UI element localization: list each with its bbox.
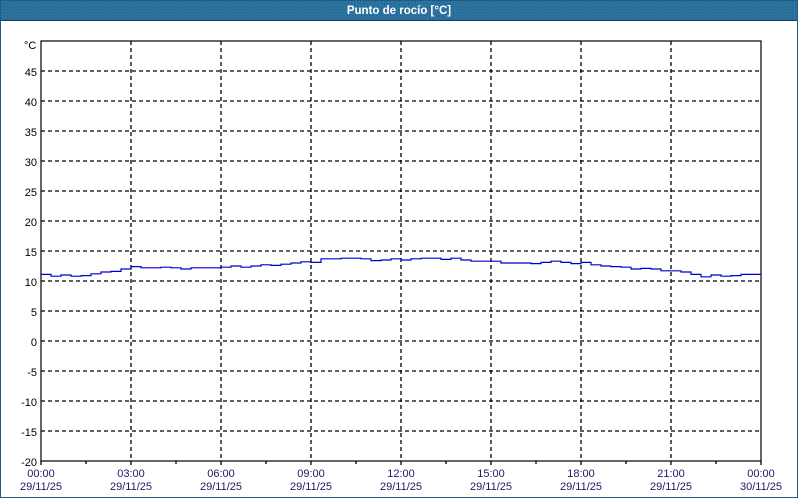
svg-text:18:00: 18:00 [567,468,595,480]
svg-text:5: 5 [31,307,37,319]
svg-text:20: 20 [25,217,37,229]
svg-text:30: 30 [25,157,37,169]
svg-text:15:00: 15:00 [477,468,505,480]
svg-text:03:00: 03:00 [117,468,145,480]
svg-text:°C: °C [24,40,36,52]
svg-text:35: 35 [25,127,37,139]
svg-text:00:00: 00:00 [747,468,775,480]
svg-text:-15: -15 [21,427,37,439]
svg-text:25: 25 [25,187,37,199]
svg-text:29/11/25: 29/11/25 [110,481,152,493]
svg-text:15: 15 [25,247,37,259]
svg-text:29/11/25: 29/11/25 [470,481,512,493]
svg-text:0: 0 [31,337,37,349]
svg-text:29/11/25: 29/11/25 [200,481,242,493]
svg-text:00:00: 00:00 [27,468,55,480]
svg-text:06:00: 06:00 [207,468,235,480]
svg-text:30/11/25: 30/11/25 [740,481,782,493]
svg-text:45: 45 [25,67,37,79]
svg-text:-5: -5 [27,367,37,379]
svg-text:40: 40 [25,97,37,109]
svg-text:21:00: 21:00 [657,468,685,480]
svg-text:12:00: 12:00 [387,468,415,480]
svg-text:29/11/25: 29/11/25 [290,481,332,493]
svg-text:29/11/25: 29/11/25 [380,481,422,493]
svg-text:-10: -10 [21,397,37,409]
svg-text:09:00: 09:00 [297,468,325,480]
svg-text:10: 10 [25,277,37,289]
svg-text:29/11/25: 29/11/25 [20,481,62,493]
svg-text:29/11/25: 29/11/25 [560,481,602,493]
svg-text:29/11/25: 29/11/25 [650,481,692,493]
